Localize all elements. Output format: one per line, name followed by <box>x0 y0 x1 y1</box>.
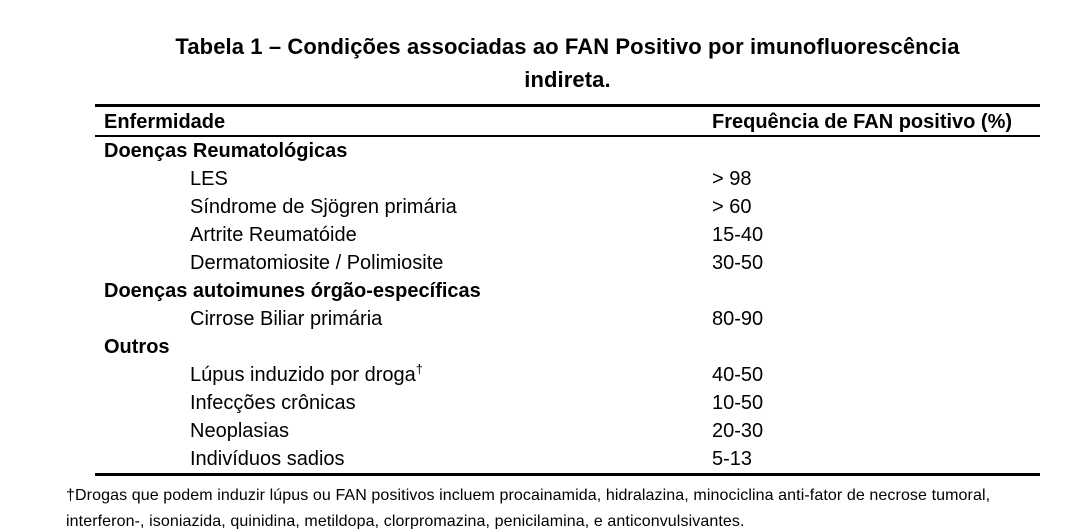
row-label: Síndrome de Sjögren primária <box>190 196 457 218</box>
row-label: Dermatomiosite / Polimiosite <box>190 252 444 274</box>
table-row-section: Outros <box>95 333 1040 361</box>
footnote-line1: †Drogas que podem induzir lúpus ou FAN p… <box>66 487 991 504</box>
section-label: Doenças autoimunes órgão-específicas <box>104 280 481 302</box>
row-label: Lúpus induzido por droga† <box>95 361 712 389</box>
row-value: > 60 <box>712 196 752 218</box>
table-row: Síndrome de Sjögren primária > 60 <box>95 193 1040 221</box>
table-row-section: Doenças Reumatológicas <box>95 137 1040 165</box>
table-row: LES > 98 <box>95 165 1040 193</box>
row-value: 15-40 <box>712 224 764 246</box>
row-value: 30-50 <box>712 252 764 274</box>
column-header-frequencia: Frequência de FAN positivo (%) <box>712 111 1013 133</box>
row-value: 40-50 <box>712 364 764 386</box>
row-label: Infecções crônicas <box>190 392 356 414</box>
section-label: Outros <box>104 336 170 358</box>
column-header-enfermidade: Enfermidade <box>104 111 226 133</box>
table-row: Dermatomiosite / Polimiosite 30-50 <box>95 249 1040 277</box>
row-label: Neoplasias <box>190 420 289 442</box>
row-value: > 98 <box>712 168 752 190</box>
row-value: 20-30 <box>712 420 764 442</box>
row-value: 80-90 <box>712 308 764 330</box>
table-row: Infecções crônicas 10-50 <box>95 389 1040 417</box>
section-label: Doenças Reumatológicas <box>104 140 348 162</box>
footnote-line2: interferon-, isoniazida, quinidina, meti… <box>66 513 745 529</box>
table-row: Indivíduos sadios 5-13 <box>95 445 1040 473</box>
table-footnote: †Drogas que podem induzir lúpus ou FAN p… <box>66 483 1051 529</box>
row-value <box>712 137 1040 165</box>
row-label: Cirrose Biliar primária <box>190 308 383 330</box>
row-label: Indivíduos sadios <box>190 448 345 470</box>
table-row: Neoplasias 20-30 <box>95 417 1040 445</box>
table-row: Artrite Reumatóide 15-40 <box>95 221 1040 249</box>
row-value <box>712 277 1040 305</box>
row-value: 5-13 <box>712 448 753 470</box>
table-caption-line1: Tabela 1 – Condições associadas ao FAN P… <box>175 34 960 59</box>
row-value <box>712 333 1040 361</box>
table-caption: Tabela 1 – Condições associadas ao FAN P… <box>95 30 1040 96</box>
table-row: Cirrose Biliar primária 80-90 <box>95 305 1040 333</box>
table-header-row: Enfermidade Frequência de FAN positivo (… <box>95 107 1040 137</box>
row-label-text: Lúpus induzido por droga <box>190 364 416 386</box>
table-row-section: Doenças autoimunes órgão-específicas <box>95 277 1040 305</box>
row-label: Artrite Reumatóide <box>190 224 357 246</box>
table-row: Lúpus induzido por droga† 40-50 <box>95 361 1040 389</box>
row-value: 10-50 <box>712 392 764 414</box>
table-caption-line2: indireta. <box>524 67 611 92</box>
dagger-superscript: † <box>415 361 423 377</box>
row-label: LES <box>190 168 228 190</box>
conditions-table: Enfermidade Frequência de FAN positivo (… <box>95 104 1040 476</box>
